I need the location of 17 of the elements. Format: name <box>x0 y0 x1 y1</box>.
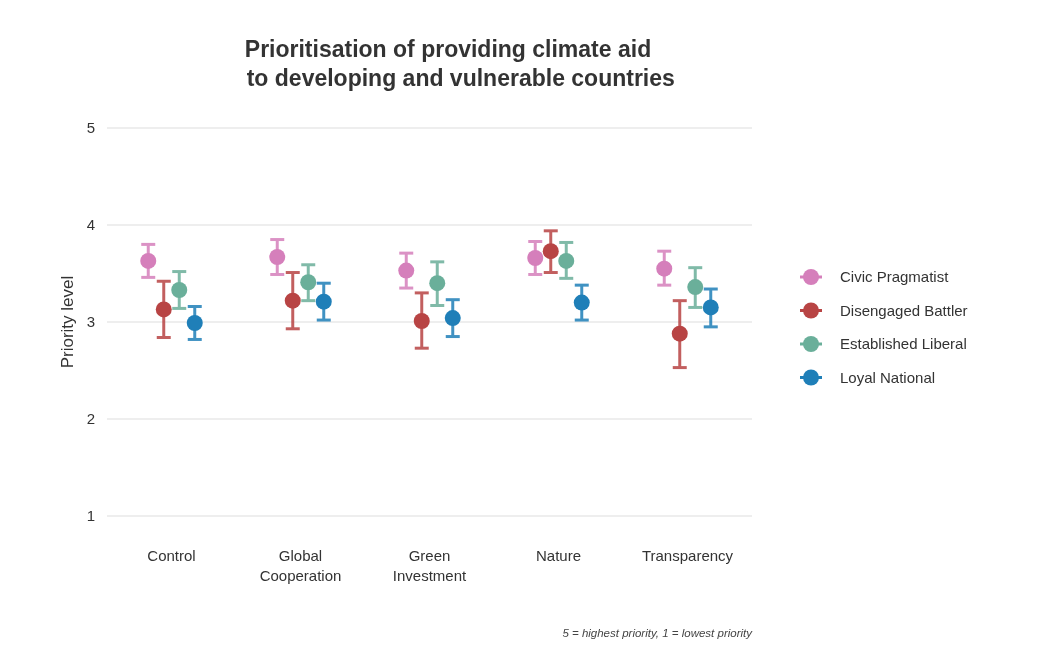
legend-label: Loyal National <box>840 368 936 386</box>
x-tick-label: Global Cooperation <box>259 547 342 584</box>
y-axis-title: Priority level <box>58 275 77 369</box>
text: 5 = highest priority, 1 = lowest priority <box>562 627 754 639</box>
legend-label: Civic Pragmatist <box>840 268 950 286</box>
y-tick-label: 5 <box>86 119 95 137</box>
legend-label: Disengaged Battler <box>840 301 968 319</box>
y-tick-label: 3 <box>86 313 95 331</box>
y-tick-label: 1 <box>86 507 95 525</box>
y-tick-label: 4 <box>86 216 95 234</box>
x-tick-label: Control <box>147 547 196 564</box>
y-tick-label: 2 <box>86 410 95 428</box>
x-tick-label: Green Investment <box>392 547 468 584</box>
x-tick-label: Nature <box>535 547 582 564</box>
chart-title: Prioritisation of providing climate aid to developing and vulnerable countries <box>221 36 675 91</box>
legend-label: Established Liberal <box>840 335 967 353</box>
x-tick-label: Transparency <box>641 547 734 564</box>
